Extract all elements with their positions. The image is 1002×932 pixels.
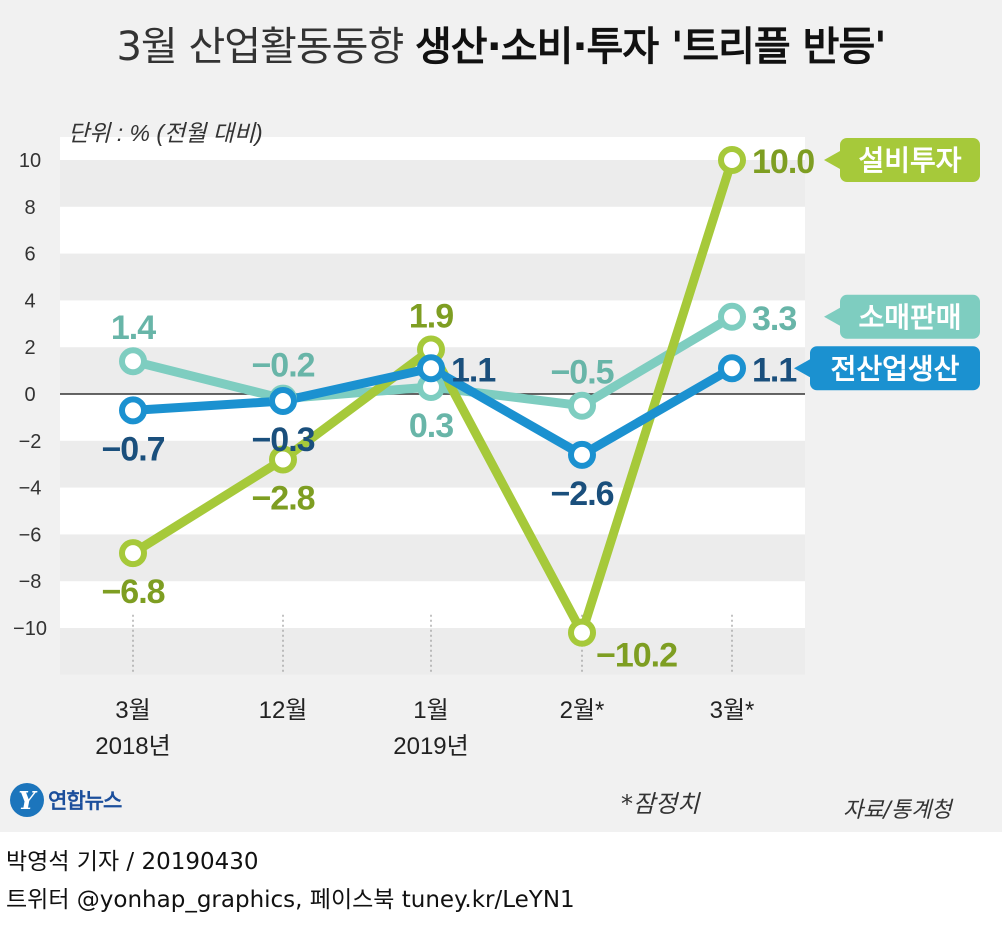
legend-tag-pointer [794,359,810,378]
logo-text: 연합뉴스 [48,789,122,813]
page-title: 3월 산업활동동향 생산·소비·투자 '트리플 반등' [0,14,1002,72]
line-chart: 10 8 6 4 2 0 −2 −4 −6 −8 −10 단위 : % (전월 대비) 3월 2018년 1… [13,120,980,760]
data-point [568,440,596,469]
data-point [568,618,596,647]
unit-label: 단위 : % (전월 대비) [68,120,263,146]
data-label: −2.8 [251,480,314,518]
legend-tag-pointer [824,307,840,326]
x-tick-label: 12월 [259,697,308,724]
grid-band [60,440,805,488]
y-tick-label: −2 [19,431,42,453]
social-links: 트위터 @yonhap_graphics, 페이스북 tuney.kr/LeYN… [6,887,575,913]
legend-tag: 전산업생산 [794,346,980,391]
legend-tag-box [840,138,980,182]
x-tick-label-year: 2019년 [393,733,468,760]
legend-tag-pointer [824,151,840,169]
yonhap-logo: Y 연합뉴스 [10,783,122,817]
grid-band [60,253,805,301]
data-point [718,146,746,174]
data-label: 3.3 [752,300,796,338]
y-tick-label: −6 [19,524,42,546]
legend-tag: 소매판매 [824,294,980,339]
data-label: −6.8 [101,573,164,611]
grid-band [60,534,805,582]
data-label: −0.5 [550,354,613,392]
legend-tag-box [840,294,980,339]
data-point [119,347,147,376]
y-tick-label: 2 [24,337,35,359]
y-tick-label: −8 [19,571,42,593]
legend-label: 전산업생산 [831,353,960,384]
y-tick-label: 0 [24,384,35,406]
legend-tag-box [810,346,980,391]
y-tick-label: −4 [19,478,42,500]
y-tick-label: 6 [24,244,35,266]
data-label: −2.6 [550,475,613,513]
data-point [119,396,147,425]
preliminary-note: *잠정치 [621,790,700,818]
data-point [718,302,746,331]
data-label: 10.0 [752,143,814,181]
x-tick-label: 3월* [710,697,755,724]
y-tick-label: −10 [13,618,47,640]
x-tick-label-year: 2018년 [95,733,170,760]
x-tick-label: 2월* [560,697,605,724]
data-label: 1.9 [409,298,453,336]
data-point [718,354,746,383]
data-point [269,445,297,474]
x-tick-label: 1월 [413,697,448,724]
grid-band [60,160,805,207]
data-label: 0.3 [409,407,453,445]
data-label: 1.1 [451,351,495,389]
reporter-credit: 박영석 기자 / 20190430 [6,849,259,875]
data-label: 1.1 [752,351,796,389]
legend-label: 설비투자 [858,145,961,176]
source-note: 자료/통계청 [843,798,952,823]
data-point [119,539,147,568]
data-label: −10.2 [596,637,677,675]
data-label: −0.7 [101,430,164,468]
y-tick-label: 8 [24,197,35,219]
legend-tag: 설비투자 [824,138,980,182]
title-bold: 생산·소비·투자 '트리플 반등' [414,24,887,70]
data-label: −0.3 [251,421,314,459]
yonhap-logo-icon: Y [10,783,44,817]
data-label: 1.4 [111,309,156,347]
y-tick-label: 4 [24,290,35,312]
data-point [568,391,596,420]
x-tick-label: 3월 [115,697,150,724]
data-point [269,387,297,416]
y-tick-label: 10 [19,150,41,172]
title-light: 3월 산업활동동향 [116,24,404,70]
grid-band [60,628,805,675]
legend-label: 소매판매 [858,302,961,333]
data-label: −0.2 [251,347,314,385]
data-point [417,354,445,383]
